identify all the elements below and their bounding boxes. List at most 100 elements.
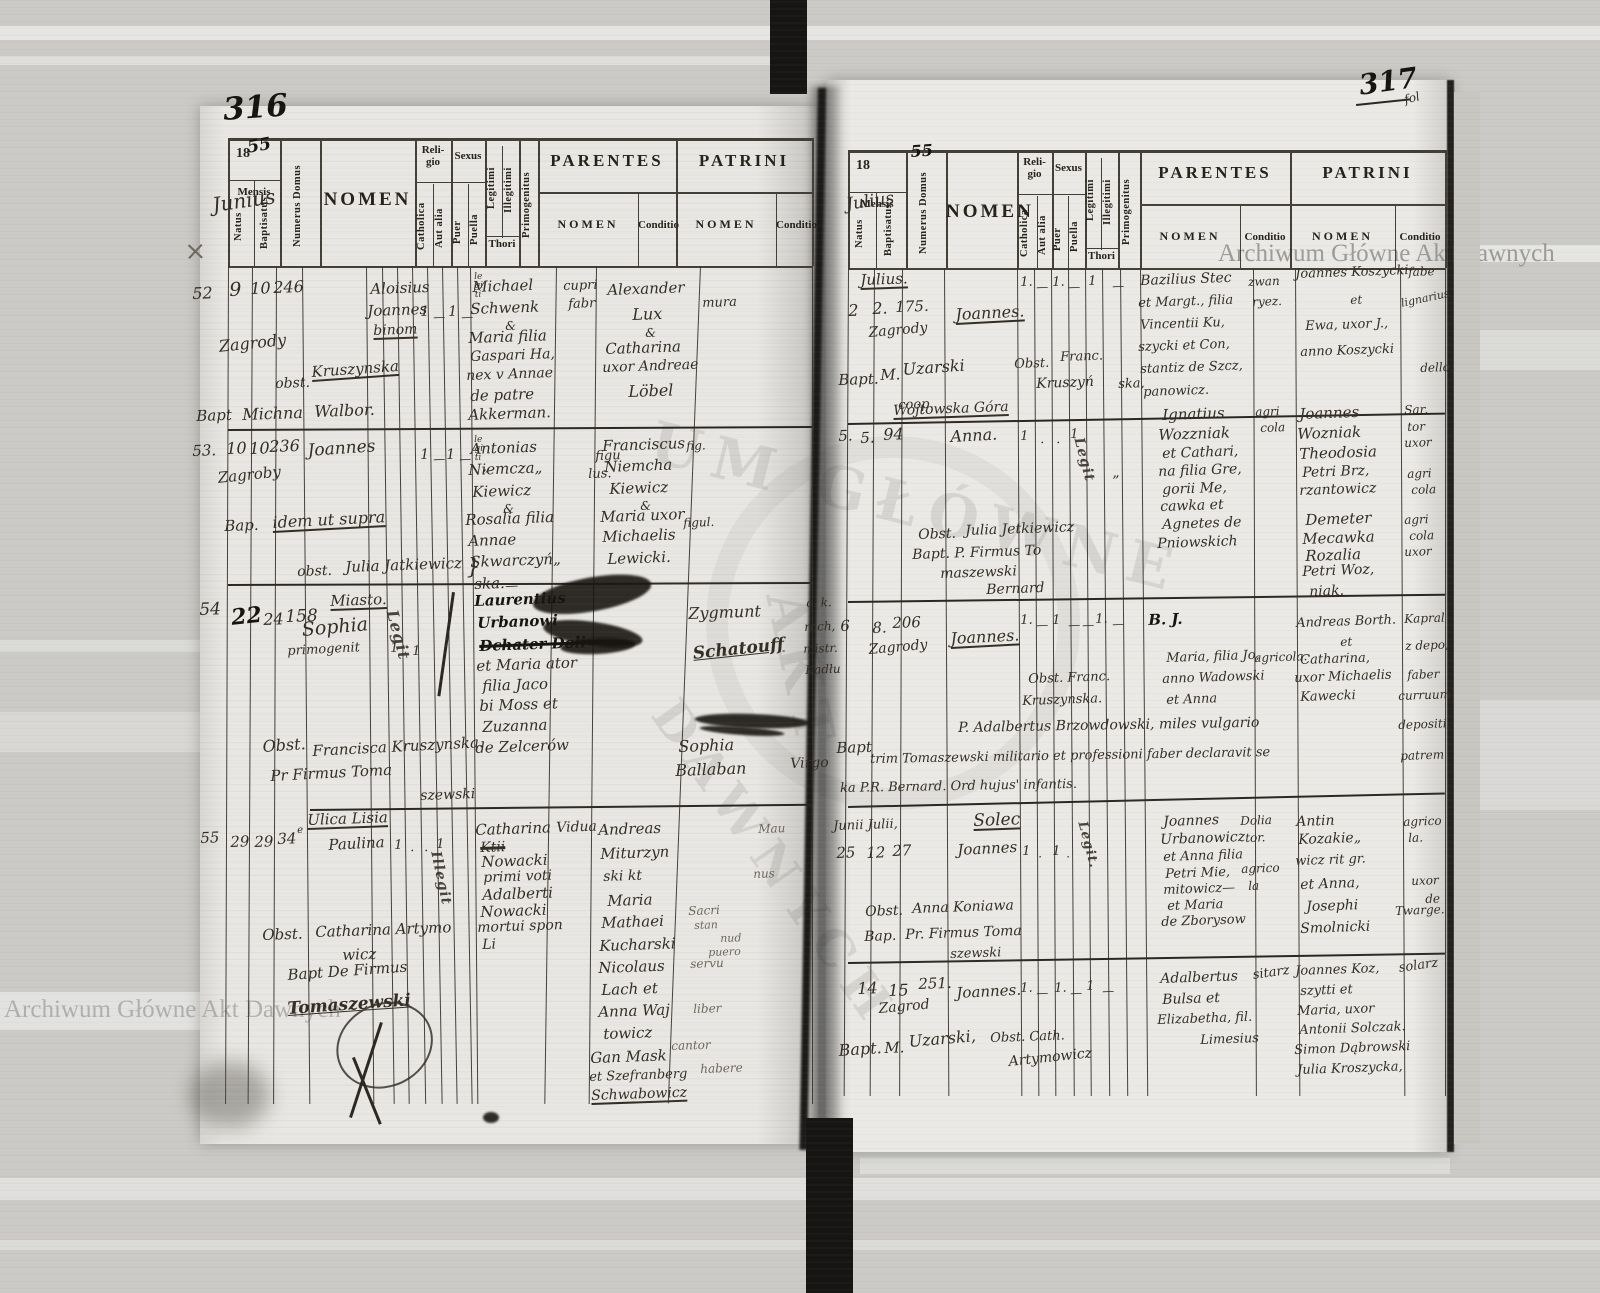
handwritten-text: Walbor. <box>313 399 376 421</box>
watermark-text: Archiwum Główne Akt Dawnych <box>4 996 341 1023</box>
handwritten-text: agrico <box>1402 813 1442 829</box>
handwritten-text: — <box>1111 278 1125 293</box>
handwritten-text: szewski <box>949 945 1002 962</box>
handwritten-text: Bapt <box>195 405 233 425</box>
handwritten-text: Obst. Franc. <box>1027 669 1111 687</box>
handwritten-text: Aloisius <box>369 277 430 298</box>
handwritten-text: fig. <box>685 438 706 453</box>
handwritten-text: Maria, uxor <box>1296 1001 1375 1019</box>
handwritten-text: Agnetes de <box>1161 514 1242 533</box>
table-rule <box>776 192 778 266</box>
handwritten-text: 1. <box>1051 274 1065 290</box>
handwritten-text: habere <box>699 1060 743 1076</box>
header-label: Primogenitus <box>520 171 532 239</box>
handwritten-text: Alexander <box>606 278 685 299</box>
handwritten-text: Lewicki. <box>606 547 672 568</box>
handwritten-text: 1 <box>1051 612 1061 628</box>
handwritten-text: maszewski <box>939 563 1018 582</box>
handwritten-text: tor. <box>1244 830 1266 845</box>
handwritten-text: Joannes Koz, <box>1294 961 1380 979</box>
handwritten-text: 15 <box>887 980 909 1000</box>
handwritten-text: cola <box>1410 482 1437 497</box>
handwritten-text: 236 <box>268 435 301 456</box>
handwritten-text: Löbel <box>627 380 674 401</box>
watermark-text: Archiwum Główne Akt Dawnych <box>1218 240 1555 267</box>
handwritten-text: 5. <box>859 428 875 447</box>
handwritten-text: M. <box>879 365 901 384</box>
handwritten-text: Kozakie„ <box>1297 829 1362 848</box>
handwritten-text: Maria <box>606 890 653 910</box>
header-label: Conditio <box>776 219 817 231</box>
table-rule <box>638 192 640 266</box>
handwritten-text: niak. <box>1308 582 1345 600</box>
handwritten-text: 10 <box>249 278 271 298</box>
handwritten-text: — <box>1111 616 1125 631</box>
header-label: Sexus <box>454 150 482 162</box>
handwritten-text: Lach et <box>600 979 659 999</box>
handwritten-text: 55 <box>909 140 934 161</box>
handwritten-text: 12 <box>865 843 886 862</box>
handwritten-text: — <box>1081 617 1095 632</box>
handwritten-text: fabe <box>1407 264 1435 279</box>
handwritten-text: Joannes <box>366 299 428 320</box>
binding-strip-bottom <box>806 1118 853 1293</box>
table-rule <box>676 192 812 194</box>
handwritten-text: Anna. <box>949 424 998 446</box>
handwritten-text: Anna Waj <box>597 1000 671 1021</box>
handwritten-text: stan <box>693 918 719 932</box>
table-rule <box>485 236 519 238</box>
handwritten-text: 206 <box>891 613 922 632</box>
handwritten-text: Maria filia <box>467 326 548 347</box>
header-label: Sexus <box>1055 162 1082 174</box>
table-rule <box>1085 248 1118 250</box>
handwritten-text: Joannes <box>1298 402 1360 423</box>
handwritten-text: 1 <box>419 446 430 463</box>
handwritten-text: Mau <box>757 821 786 836</box>
table-rule <box>1052 150 1054 268</box>
handwritten-text: 52 <box>191 283 213 303</box>
handwritten-text: Bazilius Stec <box>1139 269 1232 289</box>
header-label: PARENTES <box>550 151 664 170</box>
scan-streak <box>0 640 200 652</box>
handwritten-text: Vidua <box>555 818 598 836</box>
handwritten-text: Bap. <box>223 515 259 535</box>
handwritten-text: ski kt <box>602 867 643 885</box>
table-rule <box>1017 194 1052 196</box>
table-rule <box>254 180 256 266</box>
handwritten-text: et <box>1349 292 1363 307</box>
header-label: Aut alia <box>434 208 445 248</box>
handwritten-text: 1 <box>1085 978 1095 994</box>
binding-strip-top <box>770 0 807 94</box>
header-label: Legitimi <box>485 167 497 209</box>
handwritten-text: Dolia <box>1239 812 1273 828</box>
handwritten-text: et <box>1339 634 1353 649</box>
handwritten-text: Miturzyn <box>599 842 670 863</box>
handwritten-text: 10 <box>248 438 270 458</box>
handwritten-text: Josephi <box>1305 897 1359 915</box>
header-label: NOMEN <box>946 201 1034 222</box>
header-label: Conditio <box>638 219 679 231</box>
handwritten-text: et Anna filia <box>1162 847 1244 865</box>
header-label: Puer <box>451 220 463 244</box>
handwritten-text: Solec <box>972 809 1021 831</box>
handwritten-text: et Maria <box>1166 897 1224 914</box>
header-label: Primogenitus <box>1121 178 1132 246</box>
handwritten-text: · <box>1055 435 1061 451</box>
handwritten-text: Schwenk <box>469 297 540 318</box>
handwritten-text: Obst. <box>917 525 957 543</box>
handwritten-text: fabr <box>567 296 596 312</box>
handwritten-text: — <box>1067 279 1081 294</box>
handwritten-text: szytti et <box>1299 982 1353 999</box>
handwritten-text: liber <box>692 1001 722 1016</box>
handwritten-text: — <box>1069 985 1083 1000</box>
header-label: Puella <box>1068 221 1080 253</box>
header-label: Thori <box>488 238 516 250</box>
handwritten-text: Ignatius <box>1161 403 1225 424</box>
handwritten-text: agri <box>1406 466 1432 481</box>
table-rule <box>848 150 1445 153</box>
handwritten-text: de patre <box>469 384 535 405</box>
table-rule <box>1290 204 1445 206</box>
handwritten-text: la. <box>1407 830 1424 845</box>
handwritten-text: Kruszyń <box>1035 373 1095 392</box>
